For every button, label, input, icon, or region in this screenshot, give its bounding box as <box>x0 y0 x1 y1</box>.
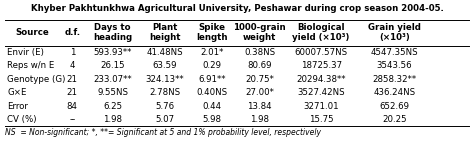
Text: 9.55NS: 9.55NS <box>97 88 128 97</box>
Text: 20294.38**: 20294.38** <box>296 75 346 84</box>
Text: 3527.42NS: 3527.42NS <box>297 88 345 97</box>
Text: 1: 1 <box>70 48 75 57</box>
Text: 84: 84 <box>67 102 78 111</box>
Text: 1.98: 1.98 <box>103 115 122 124</box>
Text: Envir (E): Envir (E) <box>7 48 44 57</box>
Text: 4: 4 <box>70 61 75 70</box>
Text: d.f.: d.f. <box>64 28 81 37</box>
Text: Error: Error <box>7 102 28 111</box>
Text: Days to
heading: Days to heading <box>93 23 132 42</box>
Text: NS  = Non-significant; *, **= Significant at 5 and 1% probability level, respect: NS = Non-significant; *, **= Significant… <box>5 128 321 137</box>
Text: 2858.32**: 2858.32** <box>373 75 417 84</box>
Text: 80.69: 80.69 <box>247 61 272 70</box>
Text: 15.75: 15.75 <box>309 115 333 124</box>
Text: 13.84: 13.84 <box>247 102 272 111</box>
Text: Source: Source <box>15 28 49 37</box>
Text: 6.25: 6.25 <box>103 102 122 111</box>
Text: Biological
yield (×10³): Biological yield (×10³) <box>292 23 350 42</box>
Text: 1000-grain
weight: 1000-grain weight <box>233 23 286 42</box>
Text: Spike
length: Spike length <box>196 23 228 42</box>
Text: 1.98: 1.98 <box>250 115 269 124</box>
Text: Khyber Pakhtunkhwa Agricultural University, Peshawar during crop season 2004-05.: Khyber Pakhtunkhwa Agricultural Universi… <box>30 4 444 13</box>
Text: 6.91**: 6.91** <box>198 75 226 84</box>
Text: --: -- <box>69 115 75 124</box>
Text: 0.38NS: 0.38NS <box>244 48 275 57</box>
Text: 5.07: 5.07 <box>155 115 174 124</box>
Text: 2.01*: 2.01* <box>201 48 224 57</box>
Text: Plant
height: Plant height <box>149 23 181 42</box>
Text: 4547.35NS: 4547.35NS <box>371 48 419 57</box>
Text: 0.44: 0.44 <box>202 102 222 111</box>
Text: 21: 21 <box>67 88 78 97</box>
Text: 0.29: 0.29 <box>202 61 222 70</box>
Text: G×E: G×E <box>7 88 27 97</box>
Text: 20.75*: 20.75* <box>245 75 274 84</box>
Text: 0.40NS: 0.40NS <box>197 88 228 97</box>
Text: 27.00*: 27.00* <box>245 88 274 97</box>
Text: 593.93**: 593.93** <box>93 48 132 57</box>
Text: 652.69: 652.69 <box>380 102 410 111</box>
Text: 233.07**: 233.07** <box>93 75 132 84</box>
Text: 5.98: 5.98 <box>202 115 222 124</box>
Text: Reps w/n E: Reps w/n E <box>7 61 55 70</box>
Text: 2.78NS: 2.78NS <box>149 88 180 97</box>
Text: CV (%): CV (%) <box>7 115 36 124</box>
Text: 63.59: 63.59 <box>153 61 177 70</box>
Text: Grain yield
(×10³): Grain yield (×10³) <box>368 23 421 42</box>
Text: 324.13**: 324.13** <box>146 75 184 84</box>
Text: 26.15: 26.15 <box>100 61 125 70</box>
Text: 5.76: 5.76 <box>155 102 174 111</box>
Text: 21: 21 <box>67 75 78 84</box>
Text: Genotype (G): Genotype (G) <box>7 75 65 84</box>
Text: 3543.56: 3543.56 <box>377 61 412 70</box>
Text: 60007.57NS: 60007.57NS <box>294 48 348 57</box>
Text: 3271.01: 3271.01 <box>303 102 339 111</box>
Text: 20.25: 20.25 <box>383 115 407 124</box>
Text: 41.48NS: 41.48NS <box>146 48 183 57</box>
Text: 18725.37: 18725.37 <box>301 61 342 70</box>
Text: 436.24NS: 436.24NS <box>374 88 416 97</box>
